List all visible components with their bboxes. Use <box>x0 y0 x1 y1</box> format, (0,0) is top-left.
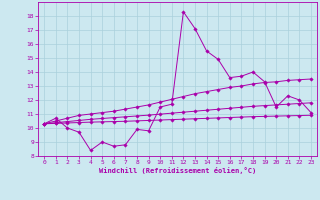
X-axis label: Windchill (Refroidissement éolien,°C): Windchill (Refroidissement éolien,°C) <box>99 167 256 174</box>
